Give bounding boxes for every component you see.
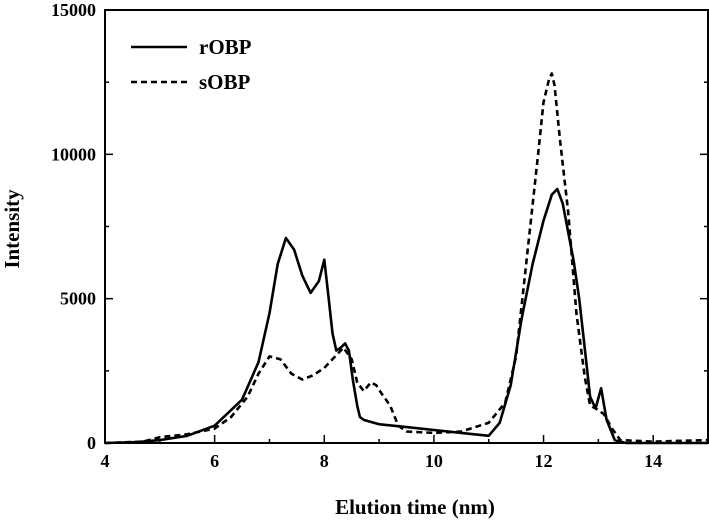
y-tick-label: 5000 bbox=[60, 289, 96, 309]
x-tick-label: 10 bbox=[425, 451, 443, 471]
y-tick-label: 0 bbox=[87, 433, 96, 453]
y-axis-title: Intensity bbox=[0, 189, 24, 269]
x-tick-label: 4 bbox=[101, 451, 110, 471]
plot-area-border bbox=[104, 9, 709, 444]
x-tick-label: 6 bbox=[210, 451, 219, 471]
x-tick-label: 12 bbox=[535, 451, 553, 471]
legend-label-rOBP: rOBP bbox=[199, 35, 252, 59]
x-axis-title: Elution time (nm) bbox=[335, 495, 495, 519]
y-tick-label: 10000 bbox=[51, 144, 96, 164]
series-line-sOBP bbox=[104, 72, 709, 445]
x-tick-label: 8 bbox=[320, 451, 329, 471]
y-tick-label: 15000 bbox=[51, 0, 96, 20]
series-line-rOBP bbox=[104, 187, 708, 445]
x-tick-label: 14 bbox=[644, 451, 662, 471]
legend-label-sOBP: sOBP bbox=[199, 70, 251, 94]
legend: rOBP sOBP bbox=[131, 35, 252, 94]
